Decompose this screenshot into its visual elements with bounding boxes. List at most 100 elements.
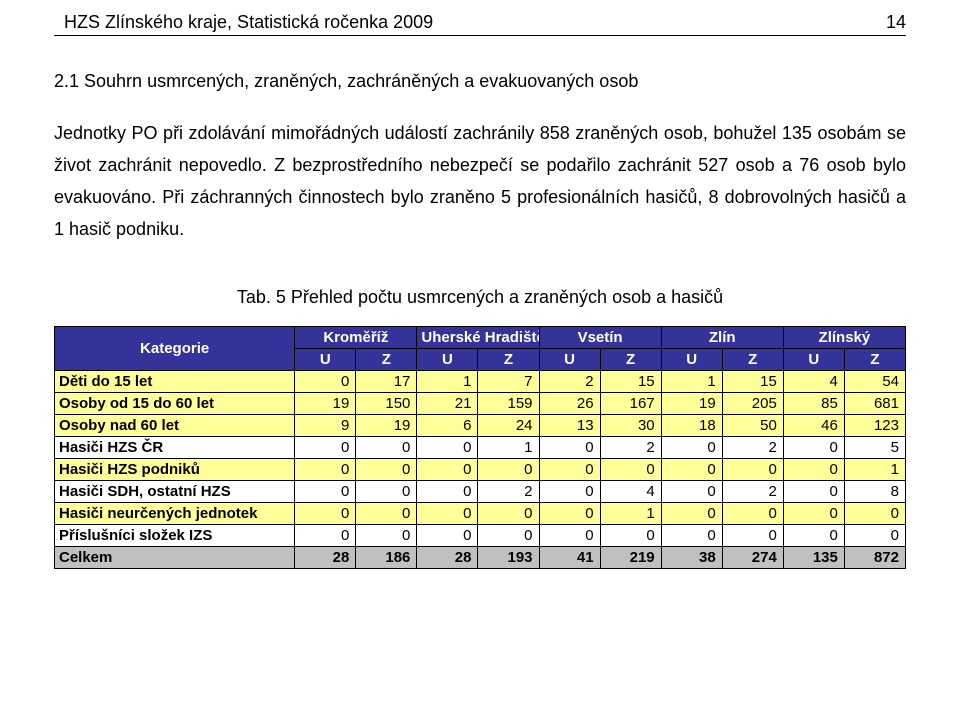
row-label: Celkem: [55, 547, 295, 569]
row-value: 0: [661, 459, 722, 481]
row-value: 0: [539, 503, 600, 525]
row-value: 17: [356, 371, 417, 393]
subcol-u: U: [295, 349, 356, 371]
row-value: 0: [783, 525, 844, 547]
row-value: 8: [844, 481, 905, 503]
row-value: 28: [295, 547, 356, 569]
body-paragraph: Jednotky PO při zdolávání mimořádných ud…: [54, 117, 906, 245]
row-value: 28: [417, 547, 478, 569]
row-value: 4: [600, 481, 661, 503]
row-value: 0: [600, 525, 661, 547]
row-value: 1: [661, 371, 722, 393]
row-value: 205: [722, 393, 783, 415]
row-value: 219: [600, 547, 661, 569]
row-label: Hasiči neurčených jednotek: [55, 503, 295, 525]
row-value: 0: [783, 481, 844, 503]
data-table: Kategorie Kroměříž Uherské Hradiště Vset…: [54, 326, 906, 569]
row-value: 0: [295, 503, 356, 525]
row-value: 0: [478, 459, 539, 481]
row-value: 0: [844, 525, 905, 547]
row-value: 0: [722, 503, 783, 525]
row-value: 0: [661, 503, 722, 525]
table-row: Celkem28186281934121938274135872: [55, 547, 906, 569]
row-value: 0: [783, 437, 844, 459]
row-value: 2: [722, 481, 783, 503]
row-value: 0: [356, 481, 417, 503]
subcol-z: Z: [600, 349, 661, 371]
row-label: Osoby nad 60 let: [55, 415, 295, 437]
table-row: Příslušníci složek IZS0000000000: [55, 525, 906, 547]
row-label: Hasiči SDH, ostatní HZS: [55, 481, 295, 503]
row-value: 0: [539, 525, 600, 547]
row-value: 0: [722, 525, 783, 547]
table-row: Hasiči HZS podniků0000000001: [55, 459, 906, 481]
row-value: 0: [783, 459, 844, 481]
row-value: 2: [478, 481, 539, 503]
table-row: Hasiči SDH, ostatní HZS0002040208: [55, 481, 906, 503]
row-value: 2: [722, 437, 783, 459]
row-value: 24: [478, 415, 539, 437]
running-header: HZS Zlínského kraje, Statistická ročenka…: [54, 12, 906, 36]
row-value: 1: [417, 371, 478, 393]
row-label: Osoby od 15 do 60 let: [55, 393, 295, 415]
row-value: 0: [295, 371, 356, 393]
header-title: HZS Zlínského kraje, Statistická ročenka…: [54, 12, 433, 33]
row-value: 0: [539, 437, 600, 459]
row-value: 0: [478, 503, 539, 525]
row-value: 0: [356, 503, 417, 525]
row-value: 193: [478, 547, 539, 569]
row-value: 159: [478, 393, 539, 415]
row-value: 19: [661, 393, 722, 415]
subcol-z: Z: [356, 349, 417, 371]
row-value: 0: [722, 459, 783, 481]
row-value: 123: [844, 415, 905, 437]
row-value: 0: [295, 525, 356, 547]
row-value: 1: [600, 503, 661, 525]
col-region: Zlín: [661, 327, 783, 349]
row-value: 0: [356, 525, 417, 547]
row-value: 0: [844, 503, 905, 525]
row-value: 15: [722, 371, 783, 393]
col-region: Kroměříž: [295, 327, 417, 349]
row-value: 0: [417, 481, 478, 503]
table-row: Osoby nad 60 let9196241330185046123: [55, 415, 906, 437]
row-value: 0: [661, 481, 722, 503]
table-body: Děti do 15 let01717215115454Osoby od 15 …: [55, 371, 906, 569]
row-value: 681: [844, 393, 905, 415]
table-head: Kategorie Kroměříž Uherské Hradiště Vset…: [55, 327, 906, 371]
row-value: 41: [539, 547, 600, 569]
col-region: Zlínský: [783, 327, 905, 349]
subcol-z: Z: [722, 349, 783, 371]
row-value: 13: [539, 415, 600, 437]
row-value: 6: [417, 415, 478, 437]
row-value: 7: [478, 371, 539, 393]
row-label: Hasiči HZS podniků: [55, 459, 295, 481]
section-title: 2.1 Souhrn usmrcených, zraněných, zachrá…: [54, 68, 906, 95]
col-region: Vsetín: [539, 327, 661, 349]
row-value: 0: [417, 503, 478, 525]
row-value: 1: [844, 459, 905, 481]
row-value: 19: [295, 393, 356, 415]
row-value: 2: [539, 371, 600, 393]
row-value: 872: [844, 547, 905, 569]
document-page: HZS Zlínského kraje, Statistická ročenka…: [0, 0, 960, 701]
row-value: 0: [478, 525, 539, 547]
row-value: 0: [600, 459, 661, 481]
subcol-u: U: [783, 349, 844, 371]
row-label: Děti do 15 let: [55, 371, 295, 393]
row-value: 0: [417, 459, 478, 481]
row-value: 1: [478, 437, 539, 459]
row-value: 85: [783, 393, 844, 415]
col-region: Uherské Hradiště: [417, 327, 539, 349]
row-label: Příslušníci složek IZS: [55, 525, 295, 547]
table-wrap: Kategorie Kroměříž Uherské Hradiště Vset…: [54, 326, 906, 569]
row-value: 21: [417, 393, 478, 415]
table-row: Hasiči neurčených jednotek0000010000: [55, 503, 906, 525]
row-value: 0: [356, 459, 417, 481]
row-value: 186: [356, 547, 417, 569]
row-value: 30: [600, 415, 661, 437]
row-value: 2: [600, 437, 661, 459]
row-value: 4: [783, 371, 844, 393]
row-value: 0: [539, 459, 600, 481]
subcol-u: U: [539, 349, 600, 371]
